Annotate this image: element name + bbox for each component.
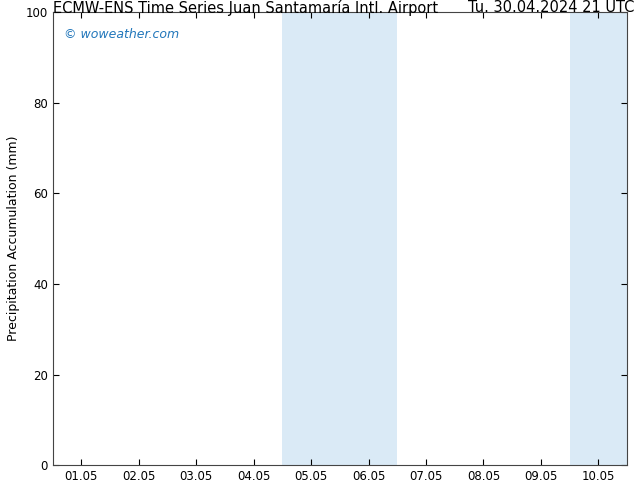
Bar bbox=[282, 12, 398, 465]
Y-axis label: Precipitation Accumulation (mm): Precipitation Accumulation (mm) bbox=[7, 136, 20, 342]
Text: ECMW-ENS Time Series Juan Santamaría Intl. Airport: ECMW-ENS Time Series Juan Santamaría Int… bbox=[53, 0, 437, 16]
Text: © woweather.com: © woweather.com bbox=[64, 28, 179, 41]
Text: Tu. 30.04.2024 21 UTC: Tu. 30.04.2024 21 UTC bbox=[468, 0, 634, 15]
Bar bbox=[569, 12, 627, 465]
